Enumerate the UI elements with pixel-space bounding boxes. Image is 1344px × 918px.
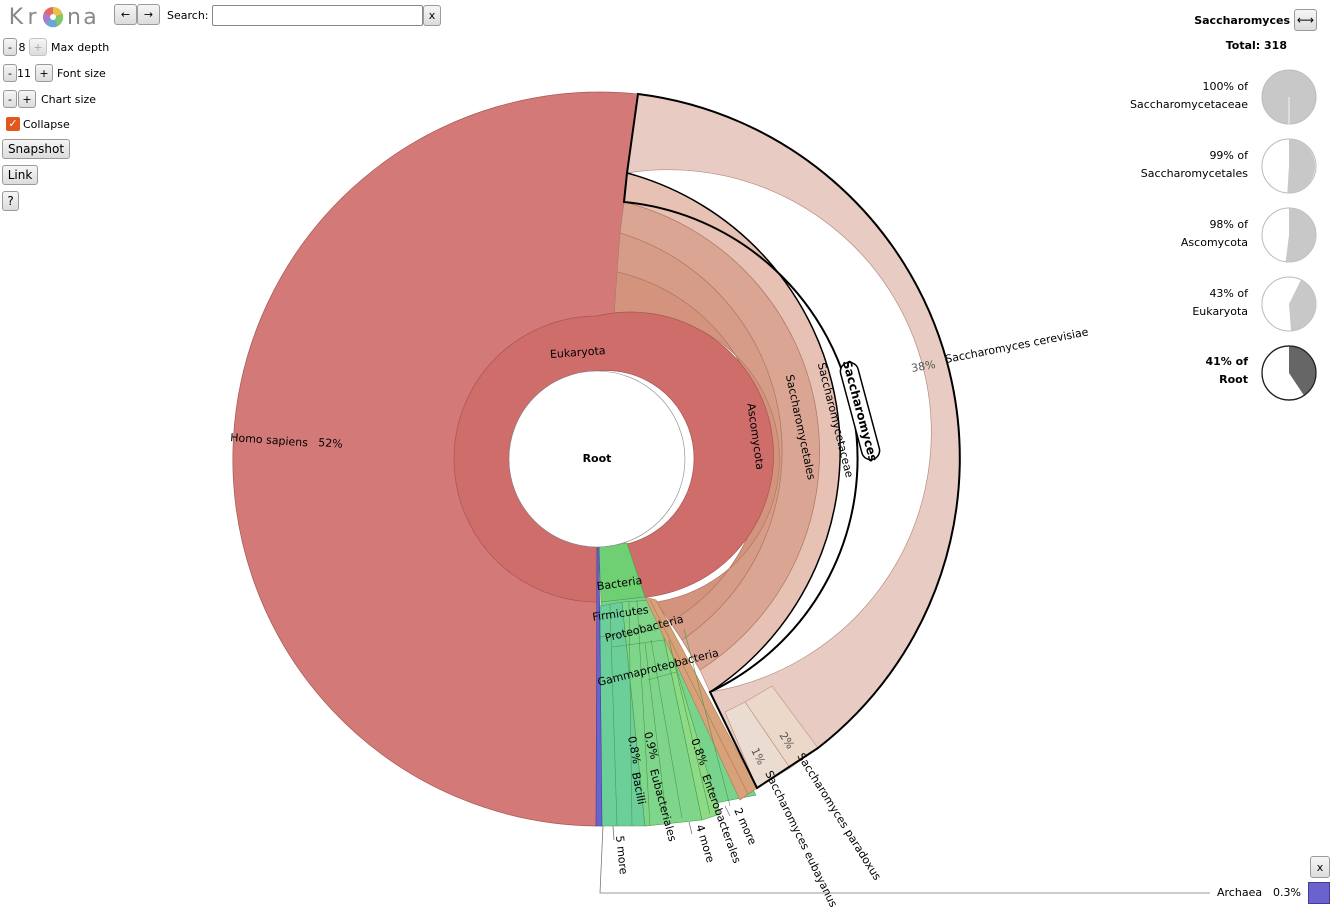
archaea-swatch [1308, 882, 1330, 904]
search-clear-button[interactable]: x [423, 5, 441, 26]
archaea-label: Archaea [1217, 886, 1263, 899]
ancestor-name: Eukaryota [1192, 305, 1248, 318]
label-bacilli: Bacilli [629, 771, 648, 805]
krona-logo: K r n a [8, 4, 98, 30]
logo-letter-n: n [67, 4, 81, 30]
label-bacteria: Bacteria [596, 574, 643, 593]
ancestor-pct: 99% of [1209, 149, 1248, 162]
ancestor-pct: 100% of [1202, 80, 1248, 93]
selected-node-title: Saccharomyces [1194, 14, 1290, 27]
forward-button[interactable]: → [137, 4, 160, 25]
ancestor-pct: 43% of [1209, 287, 1248, 300]
pie-saccharomycetales [1261, 138, 1317, 194]
font-size-label: Font size [57, 67, 106, 80]
pie-ascomycota [1261, 207, 1317, 263]
collapse-checkbox[interactable]: ✓ [6, 117, 20, 131]
link-button[interactable]: Link [2, 165, 38, 185]
search-label: Search: [167, 9, 209, 22]
logo-letter-r: r [27, 4, 37, 30]
label-homo-sapiens: Homo sapiens [230, 431, 309, 449]
krona-wheel-icon [43, 7, 64, 28]
ancestor-name: Root [1219, 373, 1248, 386]
chart-size-increase-button[interactable]: + [18, 90, 36, 108]
max-depth-label: Max depth [51, 41, 110, 54]
logo-letter-k: K [8, 4, 24, 30]
saccharomyces-highlight-outline [622, 92, 961, 790]
ancestor-eukaryota[interactable]: 43% of Eukaryota [1048, 285, 1248, 321]
logo-letter-a: a [83, 4, 97, 30]
saccharomyces-inner-outline [626, 172, 841, 693]
collapse-label: Collapse [23, 118, 70, 131]
ancestor-name: Saccharomycetaceae [1130, 98, 1248, 111]
label-cerevisiae-pct: 38% [910, 358, 936, 375]
label-bacilli-pct: 0.8% [625, 735, 643, 765]
max-depth-value: 8 [18, 41, 26, 54]
ancestor-pct: 41% of [1205, 355, 1248, 368]
expand-icon[interactable]: ⟷ [1294, 9, 1317, 31]
ancestor-name: Saccharomycetales [1140, 167, 1248, 180]
help-button[interactable]: ? [2, 191, 19, 211]
chart-size-decrease-button[interactable]: - [3, 90, 17, 108]
max-depth-increase-button[interactable]: + [29, 38, 47, 56]
label-5-more[interactable]: 5 more [613, 835, 630, 875]
font-size-decrease-button[interactable]: - [3, 64, 17, 82]
ancestor-root[interactable]: 41% of Root [1048, 353, 1248, 389]
close-button[interactable]: x [1310, 856, 1330, 878]
ancestor-saccharomycetaceae[interactable]: 100% of Saccharomycetaceae [1048, 78, 1248, 114]
chart-size-label: Chart size [41, 93, 97, 106]
pie-eukaryota [1261, 276, 1317, 332]
pie-saccharomycetaceae [1261, 69, 1317, 125]
pie-root [1261, 345, 1317, 401]
wedge-homo-sapiens[interactable] [232, 91, 639, 827]
search-input[interactable] [212, 5, 423, 26]
max-depth-decrease-button[interactable]: - [3, 38, 17, 56]
center-label: Root [583, 452, 612, 465]
ancestor-ascomycota[interactable]: 98% of Ascomycota [1048, 216, 1248, 252]
snapshot-button[interactable]: Snapshot [2, 139, 70, 159]
ancestor-pct: 98% of [1209, 218, 1248, 231]
label-homo-sapiens-pct: 52% [318, 436, 343, 451]
wedge-saccharomyces-eubayanus[interactable] [724, 701, 791, 789]
archaea-pct: 0.3% [1273, 886, 1301, 899]
font-size-increase-button[interactable]: + [35, 64, 53, 82]
label-eukaryota: Eukaryota [550, 344, 606, 361]
ancestor-name: Ascomycota [1180, 236, 1248, 249]
back-button[interactable]: ← [114, 4, 137, 25]
ancestor-saccharomycetales[interactable]: 99% of Saccharomycetales [1048, 147, 1248, 183]
font-size-value: 11 [17, 67, 31, 80]
center-circle[interactable] [508, 370, 686, 548]
label-4-more[interactable]: 4 more [693, 823, 717, 864]
total-count: Total: 318 [1225, 39, 1287, 52]
